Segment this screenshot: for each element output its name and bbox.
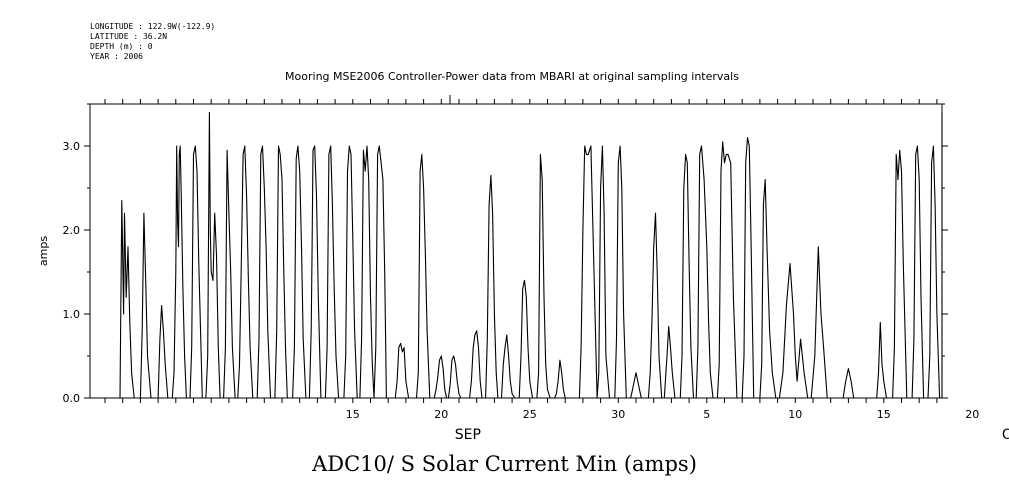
x-axis: 15202530510152025SEPOCT (104, 99, 1009, 443)
x-tick-label: 15 (877, 408, 891, 421)
station-metadata: LONGITUDE : 122.9W(-122.9) LATITUDE : 36… (90, 22, 215, 62)
x-tick-label: 30 (611, 408, 625, 421)
month-label: OCT (1002, 427, 1009, 443)
longitude-text: LONGITUDE : 122.9W(-122.9) (90, 22, 216, 31)
y-tick-label: 2.0 (63, 224, 81, 237)
latitude-text: LATITUDE : 36.2N (90, 32, 168, 41)
x-tick-label: 25 (523, 408, 537, 421)
depth-text: DEPTH (m) : 0 (90, 42, 153, 51)
x-tick-label: 5 (703, 408, 710, 421)
bottom-title: ADC10/ S Solar Current Min (amps) (312, 452, 697, 476)
x-tick-label: 20 (965, 408, 979, 421)
x-tick-label: 20 (434, 408, 448, 421)
y-tick-label: 3.0 (63, 140, 81, 153)
x-tick-label: 15 (346, 408, 360, 421)
plot-frame (89, 103, 943, 399)
chart-title: Mooring MSE2006 Controller-Power data fr… (285, 70, 739, 83)
y-axis-label: amps (37, 236, 50, 266)
x-tick-label: 10 (788, 408, 802, 421)
series-line (105, 111, 943, 399)
year-text: YEAR : 2006 (90, 52, 143, 61)
y-tick-label: 0.0 (63, 392, 81, 405)
month-label: SEP (455, 427, 481, 443)
series-layer (105, 111, 943, 399)
y-tick-label: 1.0 (63, 308, 81, 321)
